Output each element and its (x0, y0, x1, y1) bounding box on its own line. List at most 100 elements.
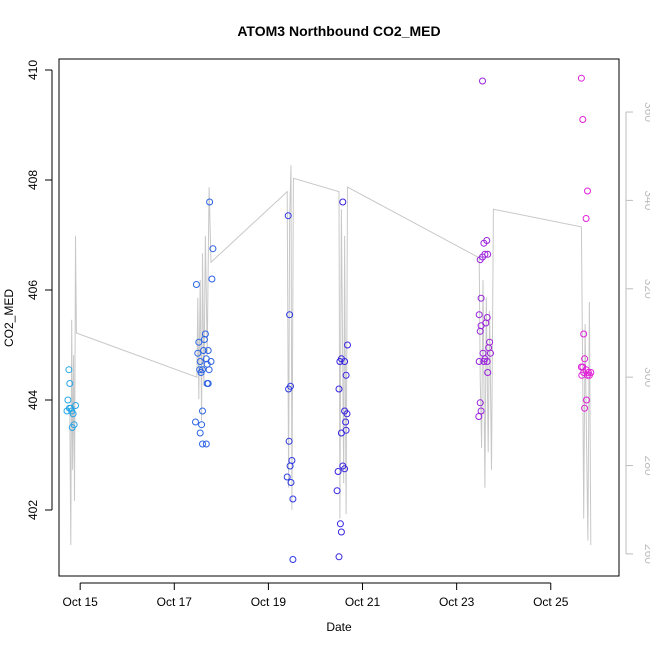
data-point (336, 520, 344, 528)
data-point (344, 341, 351, 349)
data-point (342, 426, 350, 434)
data-point (66, 380, 74, 387)
y-tick-label: 408 (26, 170, 40, 190)
data-point (333, 487, 341, 495)
data-point (578, 371, 586, 379)
data-point (581, 355, 589, 363)
data-point (477, 294, 485, 302)
data-point (201, 330, 209, 338)
data-point (192, 281, 200, 288)
data-point (198, 421, 206, 429)
y2-tick-label: 340 (642, 190, 650, 210)
data-point (289, 556, 297, 563)
y-tick-label: 402 (26, 500, 40, 520)
data-point (65, 366, 73, 374)
data-point (487, 349, 494, 357)
data-point (342, 418, 350, 426)
data-point (209, 245, 217, 253)
data-point (583, 396, 590, 404)
data-point (475, 358, 483, 365)
x-tick-label: Oct 15 (62, 595, 98, 609)
data-point (579, 116, 587, 123)
y-tick-label: 410 (26, 60, 40, 80)
data-point (286, 462, 294, 470)
data-point (585, 371, 593, 379)
data-point (68, 407, 76, 415)
x-axis-label: Date (326, 620, 352, 634)
data-point (476, 327, 484, 335)
data-point (581, 404, 589, 412)
data-point (283, 473, 291, 481)
data-point (334, 468, 342, 475)
data-point (204, 347, 212, 354)
data-point (208, 275, 216, 283)
axis-layer: Oct 15 Oct 17 Oct 19 Oct 21 Oct 23 Oct 25 402 4… (26, 60, 650, 609)
y-tick-label: 406 (26, 280, 40, 300)
y2-tick-label: 320 (642, 279, 650, 299)
y-tick-label: 404 (26, 390, 40, 410)
x-tick-label: Oct 23 (439, 595, 475, 609)
data-point (200, 347, 207, 354)
x-tick-label: Oct 21 (345, 595, 381, 609)
data-point (285, 437, 293, 445)
data-point (475, 413, 483, 420)
data-point (195, 338, 203, 346)
data-point (64, 396, 72, 404)
data-point (206, 198, 214, 206)
data-point (284, 212, 292, 220)
data-point (196, 366, 204, 374)
line-layer (69, 165, 592, 546)
data-point (72, 402, 79, 409)
data-point (207, 358, 215, 365)
plot-frame (58, 58, 620, 577)
data-point (286, 311, 294, 319)
data-point (337, 528, 345, 536)
data-point (287, 479, 295, 486)
x-tick-label: Oct 17 (157, 595, 193, 609)
data-point (479, 349, 487, 357)
data-point (341, 465, 349, 473)
data-point (202, 440, 210, 448)
data-point (577, 74, 585, 82)
y2-tick-label: 360 (642, 102, 650, 122)
data-point (480, 358, 488, 365)
data-point (192, 418, 199, 426)
trace-line (69, 165, 592, 546)
data-point (483, 237, 491, 244)
chart-title: ATOM3 Northbound CO2_MED (237, 23, 440, 39)
x-tick-label: Oct 25 (533, 595, 569, 609)
y-axis-label: CO2_MED (2, 289, 16, 347)
y2-tick-label: 260 (642, 544, 650, 564)
y2-tick-label: 280 (642, 456, 650, 476)
data-point (199, 407, 206, 415)
data-point (204, 380, 212, 387)
data-point (287, 382, 294, 390)
data-point (582, 215, 590, 222)
data-point (205, 366, 213, 374)
data-point (289, 495, 297, 503)
data-point (484, 369, 492, 376)
data-point (70, 421, 78, 429)
data-point (476, 399, 484, 407)
y2-tick-label: 300 (642, 367, 650, 387)
data-point (335, 385, 343, 393)
data-point (479, 77, 486, 85)
data-point (343, 410, 351, 418)
x-tick-label: Oct 19 (251, 595, 287, 609)
data-point (196, 358, 204, 365)
data-point (475, 311, 483, 319)
data-point (483, 358, 491, 365)
data-point (341, 358, 349, 365)
data-point (584, 187, 591, 195)
data-point (196, 429, 204, 437)
data-point (199, 440, 206, 448)
data-point (482, 319, 490, 327)
data-point (481, 250, 489, 258)
data-point (484, 250, 492, 258)
data-point (580, 330, 588, 338)
data-point (194, 349, 202, 357)
data-point (335, 553, 343, 561)
data-point (199, 366, 206, 374)
data-point (339, 198, 347, 206)
